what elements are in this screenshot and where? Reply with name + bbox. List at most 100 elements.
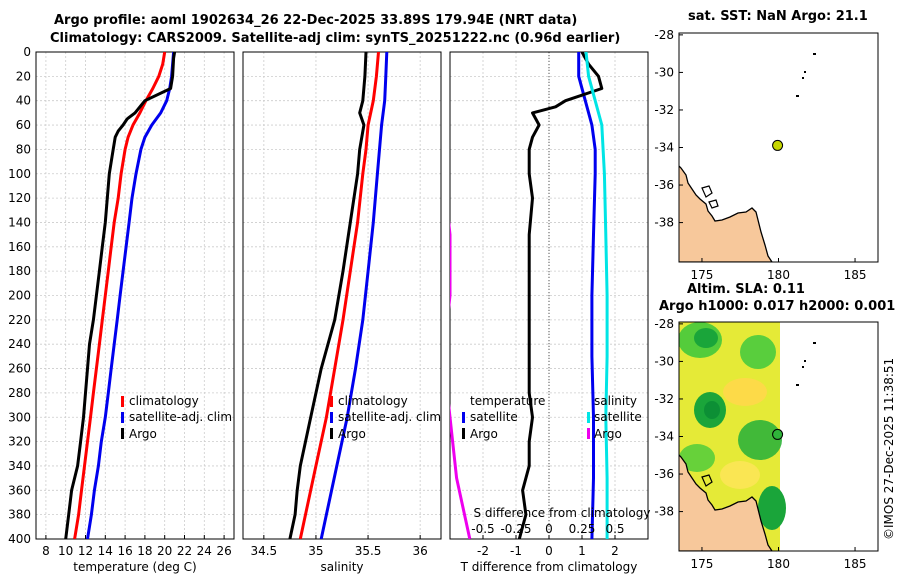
salinity-axes-box	[242, 51, 442, 540]
temperature-grid	[36, 51, 234, 540]
salinity-series	[288, 52, 389, 539]
figure-title-line2: Climatology: CARS2009. Satellite-adj cli…	[50, 31, 621, 46]
depth-tick-label: 120	[8, 191, 31, 205]
legend-climatology-swatch	[121, 396, 124, 407]
x-tick-label: 34.5	[250, 544, 277, 558]
depth-tick-label: 20	[16, 69, 31, 83]
sst-map-lon-labels: 175 180 185	[691, 258, 866, 282]
series-climatology	[298, 52, 380, 539]
s-difference-label: S difference from climatology	[474, 506, 651, 520]
depth-tick-label: 280	[8, 386, 31, 400]
lon-tick-label: 180	[767, 557, 790, 571]
legend-argo-swatch	[330, 428, 333, 439]
depth-tick-label: 340	[8, 459, 31, 473]
legend-s-argo-label: Argo	[594, 427, 622, 441]
sla-map-lat-labels: -28 -30 -32 -34 -36 -38	[654, 317, 683, 519]
s-diff-tick-label: 0	[545, 522, 553, 536]
legend-t-argo-label: Argo	[470, 427, 498, 441]
legend-climatology-label: climatology	[338, 394, 408, 408]
legend-t-satellite-swatch	[462, 412, 465, 423]
temperature-x-label: temperature (deg C)	[73, 560, 196, 574]
lat-tick-label: -28	[654, 28, 674, 42]
float-position-marker	[772, 428, 784, 440]
depth-tick-label: 180	[8, 264, 31, 278]
difference-panel: -2 -1 0 1 2 -0.5 -0.25 0 0.25 0.5 S difference f…	[449, 51, 651, 574]
x-tick-label: 1	[578, 544, 586, 558]
legend-climatology-swatch	[330, 396, 333, 407]
series-argo	[64, 52, 177, 539]
x-tick-label: 26	[216, 544, 231, 558]
salinity-tick-labels: 34.5 35 35.5 36	[250, 535, 428, 558]
temperature-legend: climatology satellite-adj. clim Argo	[121, 394, 232, 441]
imos-timestamp: ©IMOS 27-Dec-2025 11:38:51	[882, 358, 896, 540]
x-tick-label: 36	[413, 544, 428, 558]
sst-map-lat-labels: -28 -30 -32 -34 -36 -38	[654, 28, 683, 230]
x-tick-label: 22	[177, 544, 192, 558]
lat-tick-label: -36	[654, 467, 674, 481]
t-difference-tick-labels: -2 -1 0 1 2	[477, 535, 619, 558]
temperature-panel: 0 20 40 60 80 100 120 140 160 180 200 220 240 260 280 3…	[8, 45, 235, 574]
depth-tick-label: 200	[8, 289, 31, 303]
kermadec-islands	[796, 342, 816, 386]
sla-map-title-line1: Altim. SLA: 0.11	[687, 282, 805, 297]
legend-argo-label: Argo	[338, 427, 366, 441]
north-island-land	[679, 165, 773, 262]
sla-map-title-line2: Argo h1000: 0.017 h2000: 0.001	[659, 299, 896, 314]
kermadec-islands	[796, 53, 816, 97]
lat-tick-label: -38	[654, 505, 674, 519]
depth-tick-label: 380	[8, 508, 31, 522]
depth-tick-label: 360	[8, 483, 31, 497]
legend-satellite-swatch	[121, 412, 124, 423]
salinity-grid	[243, 51, 441, 540]
figure-title-line1: Argo profile: aoml 1902634_26 22-Dec-202…	[54, 13, 578, 28]
lon-tick-label: 175	[691, 268, 714, 282]
sla-field	[679, 322, 786, 551]
t-difference-x-label: T difference from climatology	[460, 560, 638, 574]
series-satellite	[577, 52, 597, 539]
temperature-series	[64, 52, 177, 539]
lat-tick-label: -38	[654, 216, 674, 230]
legend-s-satellite-label: satellite	[594, 410, 642, 424]
lat-tick-label: -36	[654, 178, 674, 192]
temperature-tick-labels: 8 10 12 14 16 18 20 22 24 26	[42, 535, 232, 558]
x-tick-label: 12	[78, 544, 93, 558]
lat-tick-label: -28	[654, 317, 674, 331]
depth-tick-label: 80	[16, 142, 31, 156]
depth-tick-label: 140	[8, 215, 31, 229]
series-satellite-adj-clim	[86, 52, 176, 539]
legend-salinity-title: salinity	[594, 394, 637, 408]
lat-tick-label: -32	[654, 103, 674, 117]
legend-satellite-swatch	[330, 412, 333, 423]
salinity-panel: 34.5 35 35.5 36 salinity climatology satell…	[242, 51, 442, 574]
x-tick-label: 16	[117, 544, 132, 558]
s-difference-tick-labels: -0.5 -0.25 0 0.25 0.5	[471, 522, 624, 536]
legend-satellite-label: satellite-adj. clim	[129, 410, 232, 424]
sla-map-lon-labels: 175 180 185	[691, 547, 867, 571]
x-tick-label: 35.5	[355, 544, 382, 558]
x-tick-label: 20	[157, 544, 172, 558]
lon-tick-label: 180	[767, 268, 790, 282]
sst-map-title: sat. SST: NaN Argo: 21.1	[688, 9, 868, 24]
lat-tick-label: -34	[654, 430, 674, 444]
lon-tick-label: 175	[691, 557, 714, 571]
depth-tick-label: 100	[8, 167, 31, 181]
difference-legend: temperature satellite Argo salinity sate…	[462, 394, 642, 441]
s-diff-tick-label: 0.25	[569, 522, 596, 536]
s-diff-tick-label: -0.5	[471, 522, 494, 536]
sst-map: -28 -30 -32 -34 -36 -38 175 180 185	[654, 28, 879, 282]
lat-tick-label: -34	[654, 141, 674, 155]
lat-tick-label: -32	[654, 392, 674, 406]
series-satellite	[584, 52, 609, 539]
s-diff-tick-label: -0.25	[500, 522, 531, 536]
depth-tick-label: 40	[16, 94, 31, 108]
legend-temperature-title: temperature	[470, 394, 545, 408]
difference-series	[450, 52, 609, 539]
depth-tick-label: 260	[8, 362, 31, 376]
lon-tick-label: 185	[844, 557, 867, 571]
depth-tick-label: 160	[8, 240, 31, 254]
legend-satellite-label: satellite-adj. clim	[338, 410, 441, 424]
series-argo	[288, 52, 368, 539]
legend-argo-swatch	[121, 428, 124, 439]
depth-tick-label: 240	[8, 337, 31, 351]
